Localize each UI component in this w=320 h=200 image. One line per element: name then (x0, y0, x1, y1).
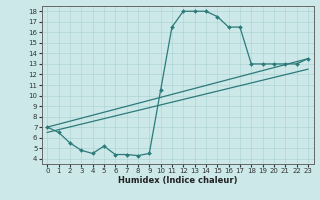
X-axis label: Humidex (Indice chaleur): Humidex (Indice chaleur) (118, 176, 237, 185)
